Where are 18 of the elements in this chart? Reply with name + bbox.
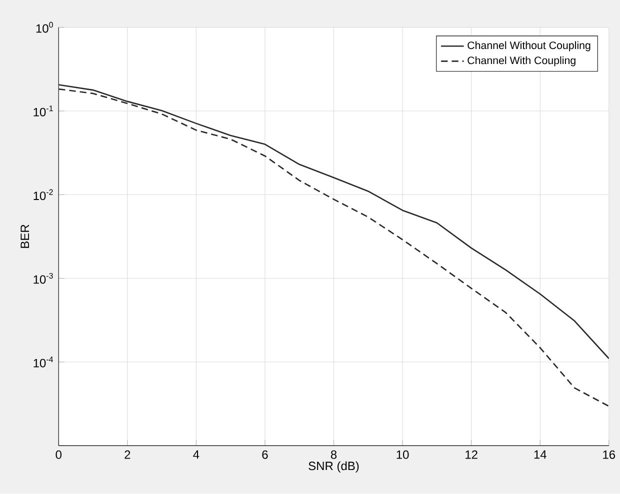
y-tick-label: 10$^{-1}$ (34, 106, 53, 117)
x-tick-label: 14 (534, 450, 546, 459)
x-tick-label: 0 (56, 450, 62, 460)
x-tick-label: 8 (330, 450, 337, 460)
y-tick-label: 10$^{-3}$ (34, 273, 53, 284)
x-tick-label: 16 (603, 450, 616, 460)
y-tick-label: 10$^{0}$ (36, 22, 53, 33)
legend-label: Channel With Coupling (468, 56, 576, 66)
x-tick-label: 6 (262, 450, 268, 460)
x-axis-title: SNR (dB) (308, 462, 359, 473)
y-tick-label: 10$^{-4}$ (34, 356, 54, 368)
y-tick-label: 10$^{-2}$ (34, 189, 53, 200)
x-tick-label: 12 (466, 450, 478, 459)
x-tick-label: 10 (396, 450, 409, 460)
y-axis-title: BER (20, 224, 29, 248)
x-tick-label: 4 (193, 450, 200, 459)
x-tick-label: 2 (124, 450, 130, 459)
legend-label: Channel Without Coupling (468, 41, 590, 52)
